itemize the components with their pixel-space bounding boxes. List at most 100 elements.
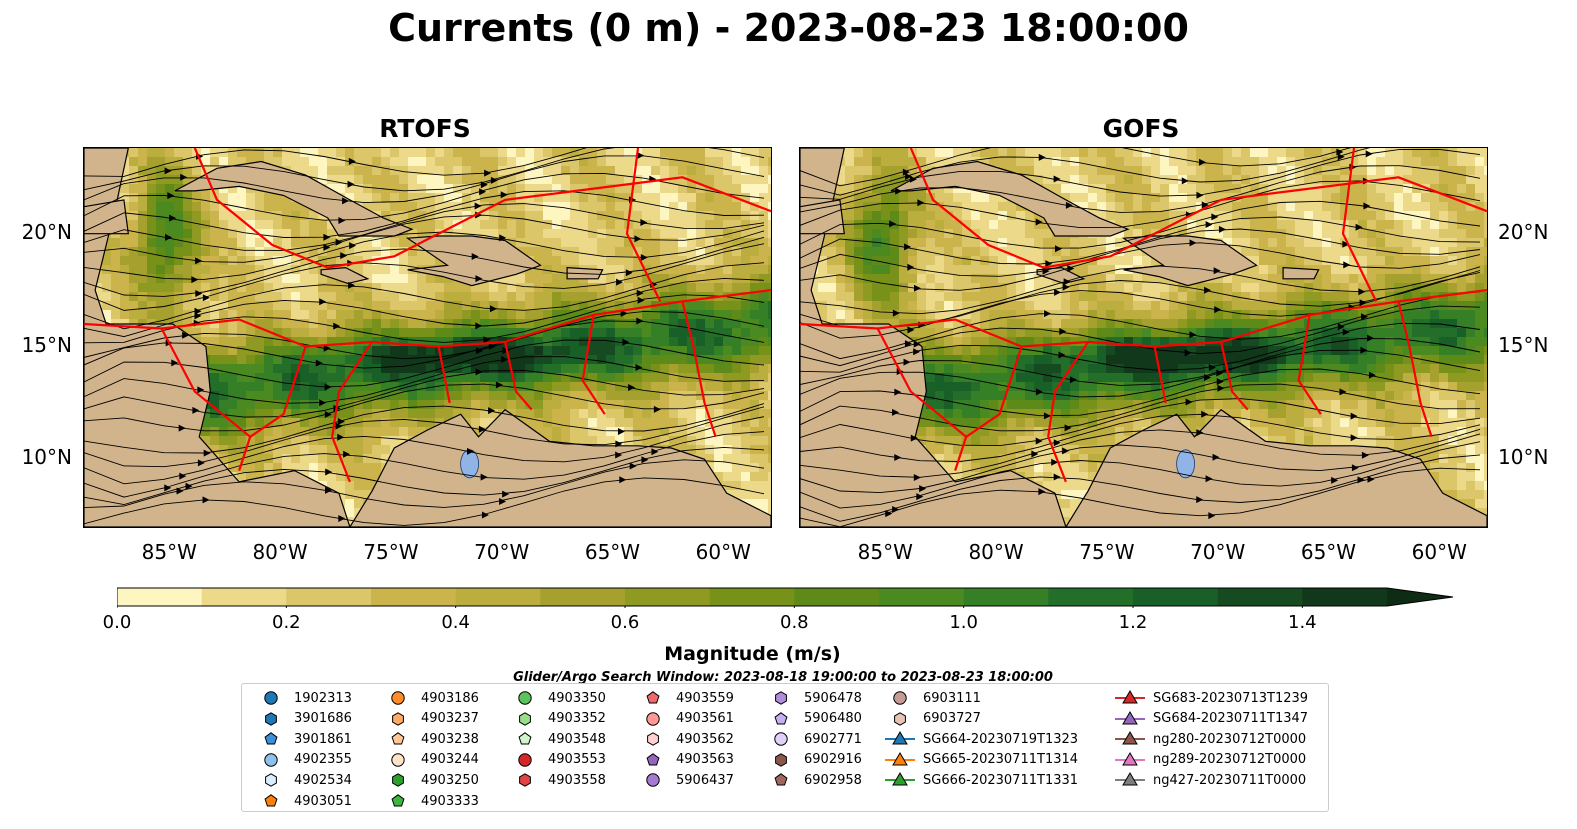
- triangle-marker-icon: [885, 751, 915, 766]
- hexagon-marker-icon: [647, 732, 659, 746]
- lon-tick-label: 65°W: [1300, 540, 1357, 564]
- triangle-marker-icon: [885, 731, 915, 745]
- hexagon-marker-icon: [265, 711, 277, 726]
- lake-maracaibo: [460, 449, 480, 479]
- circle-marker-icon: [893, 691, 907, 705]
- colorbar-segment: [794, 588, 880, 606]
- legend-item: 4903051: [256, 791, 352, 811]
- triangle-marker-icon: [1115, 710, 1145, 725]
- legend-label: 4903558: [548, 772, 606, 788]
- legend-item: 4903548: [510, 729, 606, 749]
- map-panel-rtofs: [83, 147, 772, 528]
- legend-label: ng289-20230712T0000: [1153, 752, 1307, 768]
- legend-item: ng289-20230712T0000: [1115, 750, 1306, 770]
- legend-label: 6902958: [804, 772, 862, 788]
- legend-item: ng280-20230712T0000: [1115, 729, 1306, 749]
- panel-title-gofs: GOFS: [1102, 114, 1180, 143]
- legend-label: 5906480: [804, 711, 862, 727]
- legend-label: 4903350: [548, 690, 606, 706]
- colorbar-segment: [117, 588, 203, 606]
- hexagon-marker-icon: [392, 773, 404, 788]
- lat-tick-label-right: 20°N: [1498, 219, 1549, 244]
- pentagon-marker-icon: [518, 732, 532, 745]
- legend-item: ng427-20230711T0000: [1115, 770, 1306, 790]
- legend-item: 4903333: [383, 791, 479, 811]
- colorbar-segment: [625, 588, 711, 606]
- legend-item: 4903244: [383, 750, 479, 770]
- legend-label: 4903237: [421, 711, 479, 727]
- legend-item: 4903553: [510, 750, 606, 770]
- colorbar-segment: [371, 588, 457, 606]
- hexagon-marker-icon: [775, 691, 787, 705]
- legend-label: 3901861: [294, 731, 352, 747]
- colorbar-segment: [1048, 588, 1134, 606]
- legend-label: 6902771: [804, 731, 862, 747]
- colorbar-segment: [1302, 588, 1388, 606]
- pentagon-marker-icon: [646, 752, 660, 766]
- legend-item: 6902916: [766, 750, 862, 770]
- legend-label: 6902916: [804, 752, 862, 768]
- legend-item: 3901686: [256, 709, 352, 729]
- legend-label: ng280-20230712T0000: [1153, 731, 1307, 747]
- legend-label: 4903186: [421, 690, 479, 706]
- colorbar-tick-label: 0.0: [102, 612, 132, 633]
- legend-item: 6902958: [766, 770, 862, 790]
- colorbar-tick-label: 0.8: [780, 612, 809, 633]
- circle-marker-icon: [646, 711, 660, 726]
- lon-tick-label: 80°W: [252, 540, 308, 564]
- colorbar: [117, 587, 1454, 608]
- legend-item: SG684-20230711T1347: [1115, 709, 1308, 729]
- legend-label: 4902355: [294, 752, 352, 768]
- legend-label: 6903111: [923, 690, 981, 706]
- legend-item: 4902534: [256, 770, 352, 790]
- colorbar-segment: [1133, 588, 1219, 606]
- legend-label: 6903727: [923, 711, 981, 727]
- legend-label: SG666-20230711T1331: [923, 772, 1079, 788]
- legend-label: 4903250: [421, 772, 479, 788]
- lon-tick-label: 65°W: [584, 540, 641, 564]
- legend-label: 4903352: [548, 711, 606, 727]
- legend-label: 4903238: [421, 731, 479, 747]
- colorbar-segment: [286, 588, 372, 606]
- legend-label: 5906478: [804, 690, 862, 706]
- legend-label: SG665-20230711T1314: [923, 752, 1079, 768]
- lat-tick-label-left: 20°N: [21, 219, 72, 244]
- legend-label: SG664-20230719T1323: [923, 731, 1079, 747]
- colorbar-title: Magnitude (m/s): [664, 643, 841, 665]
- legend-item: SG683-20230713T1239: [1115, 688, 1308, 708]
- legend-label: 3901686: [294, 711, 352, 727]
- lon-tick-label: 80°W: [968, 540, 1024, 564]
- legend-label: 4903333: [421, 793, 479, 809]
- legend-item: 4903559: [638, 688, 734, 708]
- legend-item: SG664-20230719T1323: [885, 729, 1078, 749]
- legend-item: 4903562: [638, 729, 734, 749]
- map-rtofs: [84, 148, 771, 527]
- legend-item: 4903186: [383, 688, 479, 708]
- colorbar-segment: [540, 588, 626, 606]
- legend-label: SG684-20230711T1347: [1153, 711, 1309, 727]
- circle-marker-icon: [391, 691, 405, 705]
- colorbar-tick-label: 0.4: [441, 612, 470, 633]
- legend-item: 6903111: [885, 688, 981, 708]
- legend-item: 4903350: [510, 688, 606, 708]
- legend-label: 5906437: [676, 772, 734, 788]
- search-window-label: Glider/Argo Search Window: 2023-08-18 19…: [513, 670, 1053, 685]
- legend-label: 4903553: [548, 752, 606, 768]
- triangle-marker-icon: [1115, 751, 1145, 766]
- legend: 1902313 3901686 3901861 4902355 4902534 49030…: [241, 683, 1329, 812]
- legend-item: 5906480: [766, 709, 862, 729]
- land: [84, 148, 771, 527]
- legend-item: 4903561: [638, 709, 734, 729]
- lon-tick-label: 70°W: [474, 540, 530, 564]
- legend-item: 6903727: [885, 709, 981, 729]
- circle-marker-icon: [518, 691, 532, 705]
- triangle-marker-icon: [1115, 690, 1145, 704]
- streamlines: [84, 148, 765, 526]
- streamlines: [800, 148, 1481, 527]
- legend-item: 5906437: [638, 770, 734, 790]
- legend-item: 5906478: [766, 688, 862, 708]
- colorbar-tick-label: 1.2: [1118, 612, 1148, 633]
- hexagon-marker-icon: [519, 773, 531, 788]
- legend-label: 4903559: [676, 690, 734, 706]
- hexagon-marker-icon: [265, 773, 277, 788]
